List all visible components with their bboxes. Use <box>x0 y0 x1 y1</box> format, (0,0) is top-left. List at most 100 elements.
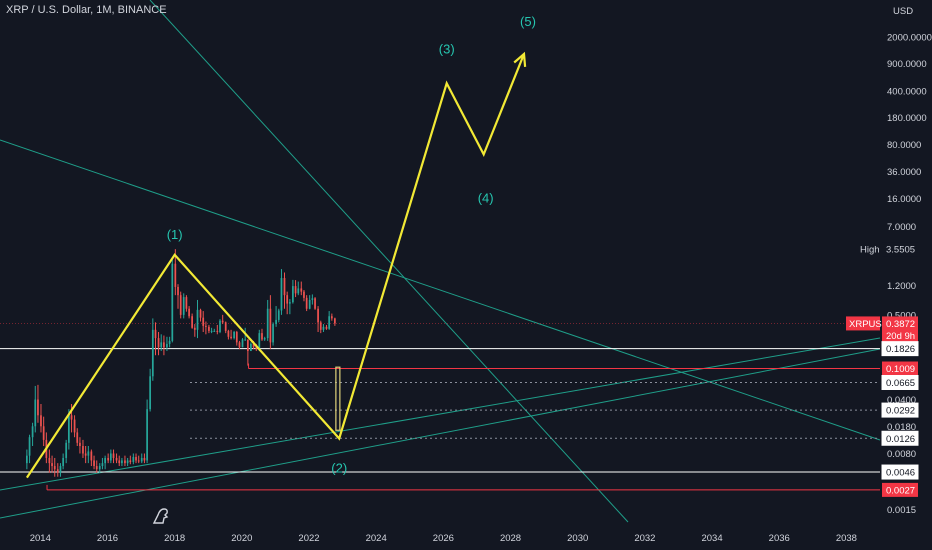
candle-body <box>101 463 104 467</box>
candle-body <box>56 469 59 473</box>
candle-body <box>171 263 174 341</box>
candle-body <box>205 325 207 327</box>
candle-body <box>143 457 146 461</box>
level-badge-box <box>882 361 918 376</box>
y-tick-label: 900.0000 <box>887 59 927 70</box>
candle-body <box>70 415 73 420</box>
wave-label: (1) <box>167 227 183 242</box>
level-badge-text: 0.1009 <box>886 364 915 375</box>
candle-body <box>297 288 300 294</box>
y-tick-label: 0.0015 <box>887 505 916 516</box>
candle-body <box>230 336 232 339</box>
level-badge: 0.0665 <box>881 374 919 390</box>
y-tick-label: 0.0180 <box>887 422 916 433</box>
candle-body <box>67 415 70 443</box>
trend-line-descending-shallow <box>0 139 881 441</box>
level-badge: 0.0126 <box>881 430 919 446</box>
candle-body <box>286 295 289 304</box>
candle-body <box>140 457 143 462</box>
level-badge: 0.1826 <box>881 341 919 357</box>
candle-body <box>261 333 263 340</box>
candle-body <box>28 437 31 456</box>
candle-body <box>40 415 42 427</box>
candle-body <box>196 309 199 330</box>
candle-body <box>202 317 205 326</box>
candle-body <box>25 455 28 464</box>
currency-label: USD <box>893 6 913 17</box>
y-axis: USD 2000.0000 900.0000 400.0000 180.0000 80.0… <box>887 6 932 516</box>
x-tick-label: 2038 <box>836 533 857 544</box>
wave-arrow-head <box>513 51 527 67</box>
candle-body <box>275 319 277 325</box>
candle-body <box>191 316 193 328</box>
x-tick-label: 2016 <box>97 533 118 544</box>
candle-body <box>330 316 333 319</box>
tradingview-logo <box>152 508 169 524</box>
trend-line-descending-steep <box>149 0 629 523</box>
high-badge-box <box>882 242 918 257</box>
candle-body <box>252 343 255 348</box>
x-tick-label: 2014 <box>30 533 51 544</box>
ticker-label: XRPUSD <box>849 319 889 330</box>
level-badge-text: 0.0292 <box>886 406 915 417</box>
candle-body <box>48 457 51 464</box>
y-tick-label: 2000.0000 <box>887 32 932 43</box>
candle-body <box>319 322 322 330</box>
candle-body <box>149 376 152 410</box>
y-tick-label: 36.0000 <box>887 167 921 178</box>
y-tick-label: 400.0000 <box>887 86 927 97</box>
level-badge-box <box>882 482 918 497</box>
candle-body <box>51 463 53 467</box>
wave-label: (4) <box>478 190 494 205</box>
trend-line-ascending-lower <box>0 337 881 491</box>
candle-body <box>124 460 126 464</box>
candle-body <box>255 347 258 350</box>
candle-body <box>241 339 244 348</box>
candle-body <box>292 286 294 303</box>
candle-body <box>199 309 202 318</box>
candle-body <box>65 442 68 458</box>
candle-body <box>294 286 297 294</box>
candle-body <box>258 333 261 350</box>
y-tick-label: 1.2000 <box>887 281 916 292</box>
wave-label: (2) <box>331 461 347 476</box>
candle-body <box>135 457 137 461</box>
candle-body <box>121 460 123 464</box>
high-badge-text: 3.5505 <box>886 245 915 256</box>
y-tick-label: 180.0000 <box>887 113 927 124</box>
candle-body <box>216 330 219 332</box>
candle-body <box>115 457 118 461</box>
high-badge: 3.5505 <box>882 242 918 257</box>
candle-body <box>146 409 148 461</box>
candle-body <box>208 326 210 331</box>
x-tick-label: 2034 <box>701 533 722 544</box>
candle-body <box>166 343 168 348</box>
candle-body <box>263 338 266 340</box>
candle-body <box>227 330 230 337</box>
candle-body <box>154 329 157 339</box>
x-tick-label: 2026 <box>433 533 454 544</box>
candle-body <box>104 457 107 464</box>
level-badge-text: 0.1826 <box>886 344 915 355</box>
level-badge-box <box>881 402 919 418</box>
candle-body <box>90 451 93 461</box>
x-tick-label: 2032 <box>634 533 655 544</box>
candle-body <box>213 330 216 332</box>
x-tick-label: 2036 <box>769 533 790 544</box>
chart-title: XRP / U.S. Dollar, 1M, BINANCE <box>6 4 167 16</box>
candle-body <box>42 426 45 440</box>
y-tick-label: 0.0080 <box>887 449 916 460</box>
level-badge-text: 0.0027 <box>886 485 915 496</box>
candle-body <box>53 466 56 470</box>
candle-body <box>247 339 249 352</box>
y-tick-label: 80.0000 <box>887 140 921 151</box>
candle-body <box>188 308 190 317</box>
candle-body <box>84 453 87 456</box>
candle-body <box>62 457 65 467</box>
y-tick-label: 16.0000 <box>887 194 921 205</box>
candle-body <box>95 466 98 470</box>
candle-body <box>333 318 336 324</box>
candle-body <box>328 316 331 329</box>
candle-body <box>193 327 196 330</box>
